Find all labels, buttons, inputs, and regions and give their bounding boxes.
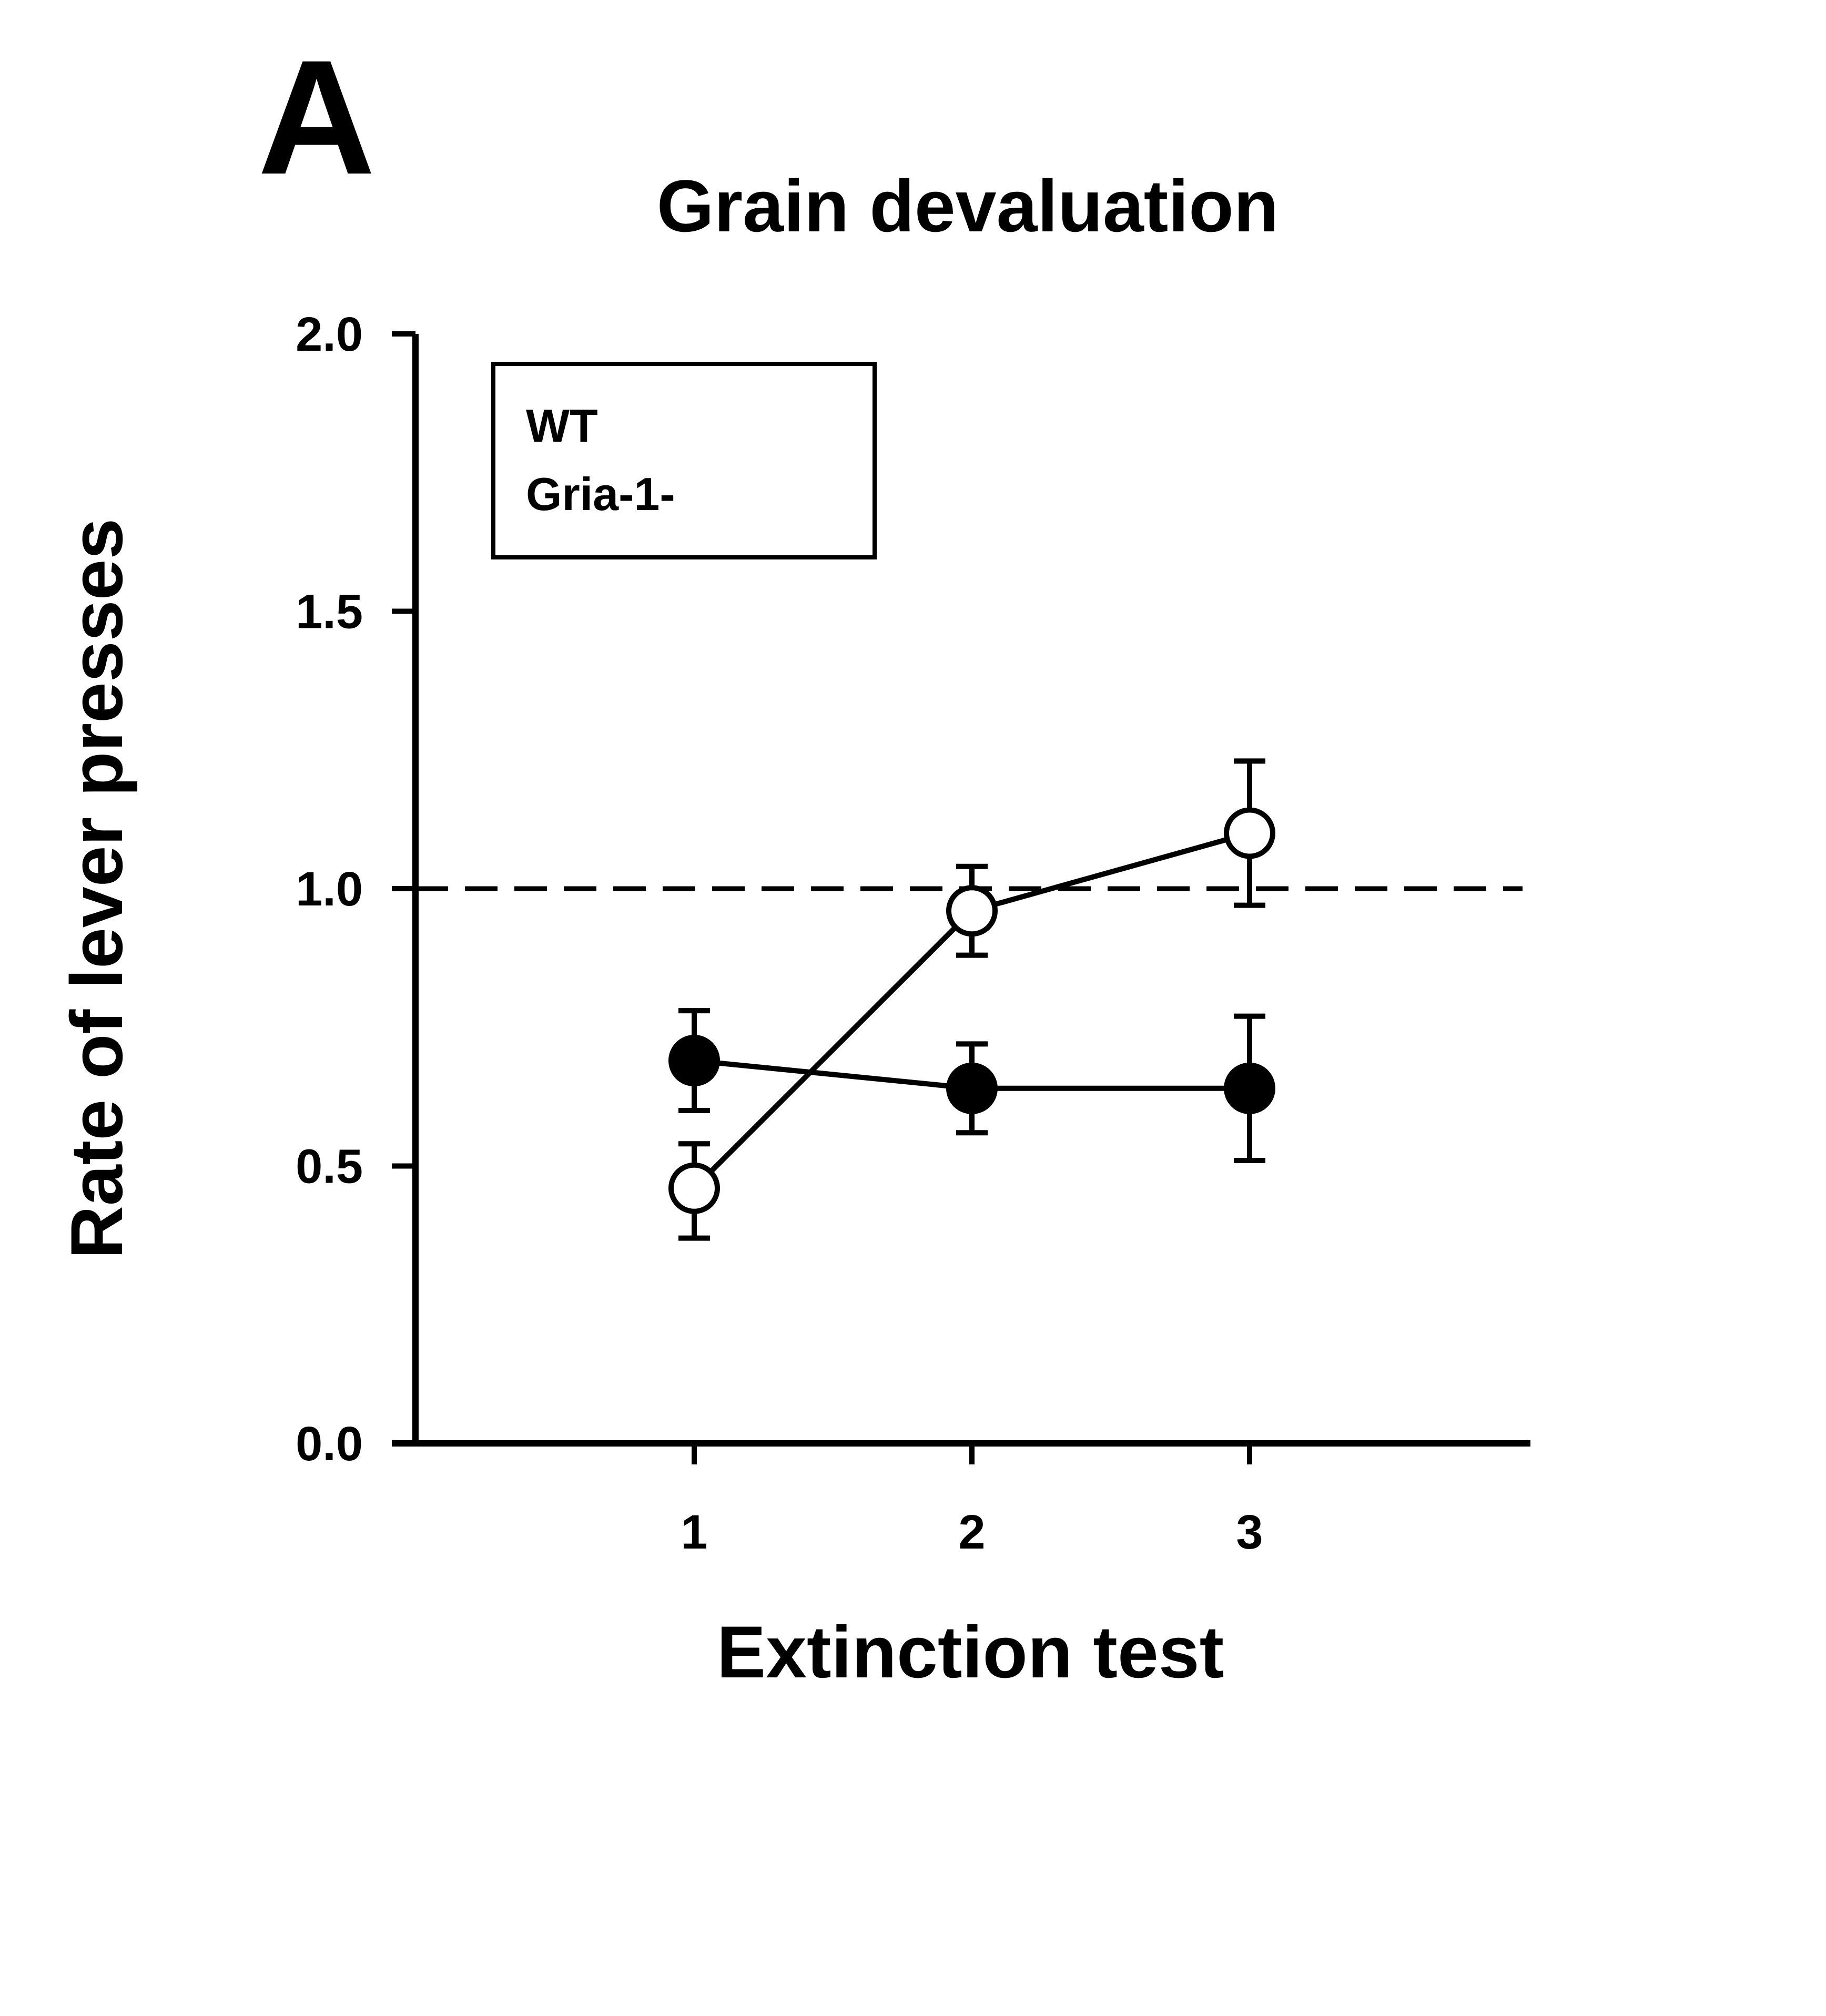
y-tick-label: 1.5 bbox=[296, 585, 363, 639]
y-tick-label: 0.5 bbox=[296, 1140, 363, 1194]
y-tick-label: 2.0 bbox=[296, 308, 363, 361]
data-point bbox=[1224, 1062, 1275, 1114]
series-1 bbox=[668, 1008, 1275, 1163]
data-point bbox=[668, 1035, 720, 1087]
legend-entry-wt: WT bbox=[526, 400, 598, 452]
y-tick-label: 1.0 bbox=[296, 862, 363, 916]
data-point bbox=[946, 885, 998, 937]
legend: WT Gria-1- bbox=[491, 362, 877, 559]
data-point bbox=[946, 1062, 998, 1114]
y-axis-label: Rate of lever presses bbox=[55, 518, 138, 1259]
chart-title: Grain devaluation bbox=[657, 165, 1279, 247]
x-tick-label: 3 bbox=[1236, 1505, 1263, 1559]
y-tick-label: 0.0 bbox=[296, 1417, 363, 1471]
panel-label: A bbox=[258, 26, 376, 208]
x-tick-label: 2 bbox=[958, 1505, 985, 1559]
x-axis-label: Extinction test bbox=[717, 1611, 1224, 1693]
data-point bbox=[1224, 807, 1275, 859]
plot-area: 0.0 0.5 1.0 1.5 2.0 1 2 3 bbox=[296, 308, 1530, 1559]
x-tick-label: 1 bbox=[681, 1505, 707, 1559]
legend-box bbox=[491, 362, 877, 559]
legend-entry-gria: Gria-1- bbox=[526, 468, 675, 520]
series-2 bbox=[668, 758, 1275, 1241]
data-point bbox=[668, 1162, 720, 1214]
